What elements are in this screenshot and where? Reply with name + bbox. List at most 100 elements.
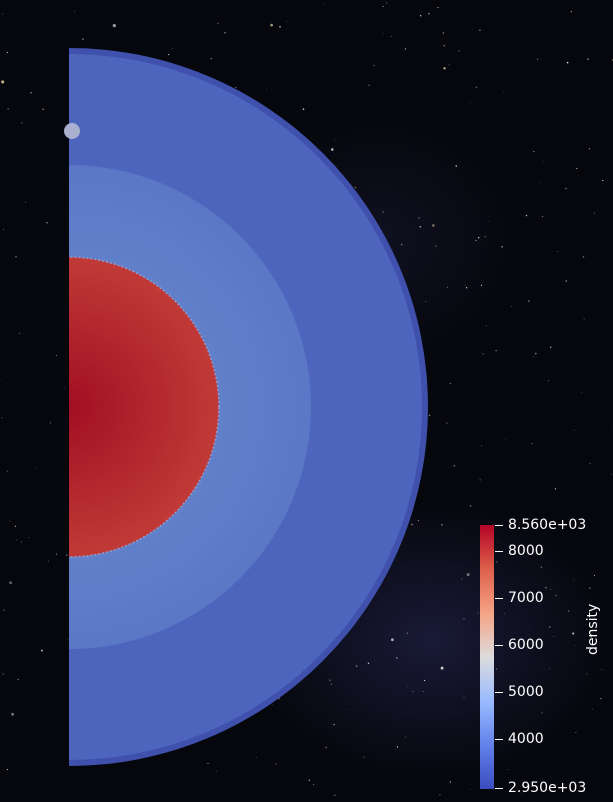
star xyxy=(210,58,212,60)
colorbar-max-tick xyxy=(495,525,503,526)
star xyxy=(46,221,48,224)
star xyxy=(439,794,441,796)
star xyxy=(440,666,444,670)
colorbar-min-label: 2.950e+03 xyxy=(508,780,587,796)
star xyxy=(550,588,552,590)
star xyxy=(275,763,277,765)
star xyxy=(6,51,8,54)
star xyxy=(435,245,437,247)
colorbar-min-tick xyxy=(495,788,503,789)
star xyxy=(485,325,487,327)
star xyxy=(55,553,58,555)
star xyxy=(363,756,365,758)
star xyxy=(6,470,8,472)
surface-marker xyxy=(64,123,80,139)
star xyxy=(549,668,551,670)
star xyxy=(555,594,557,597)
star xyxy=(333,723,335,726)
star xyxy=(428,414,431,417)
star xyxy=(48,560,49,562)
star xyxy=(565,280,568,282)
colorbar-tick-label: 6000 xyxy=(508,637,544,653)
star xyxy=(422,691,424,693)
star xyxy=(386,2,388,4)
star xyxy=(270,23,273,27)
star xyxy=(9,520,11,522)
star xyxy=(2,13,4,15)
star xyxy=(367,662,370,665)
star xyxy=(443,67,446,70)
star xyxy=(588,148,591,150)
star xyxy=(390,35,392,37)
star xyxy=(547,380,549,382)
colorbar-tick-8000 xyxy=(495,551,503,552)
star xyxy=(355,665,358,667)
star xyxy=(539,183,541,184)
star xyxy=(481,445,482,447)
star xyxy=(582,256,585,258)
star xyxy=(463,618,465,620)
star xyxy=(1,417,3,419)
star xyxy=(425,301,427,302)
star xyxy=(9,581,12,585)
star xyxy=(573,579,575,581)
star xyxy=(0,379,2,381)
star xyxy=(441,524,443,526)
star xyxy=(420,15,422,17)
star xyxy=(82,38,84,40)
star xyxy=(575,732,577,734)
star xyxy=(391,638,394,642)
star xyxy=(2,229,4,231)
star xyxy=(541,712,543,714)
star xyxy=(25,201,27,203)
star xyxy=(574,645,575,646)
star xyxy=(330,69,332,71)
star xyxy=(235,86,237,89)
star xyxy=(587,58,589,60)
colorbar-tick-7000 xyxy=(495,598,503,599)
star xyxy=(550,346,552,348)
star xyxy=(531,443,533,445)
star xyxy=(583,318,585,320)
star xyxy=(396,746,399,748)
star xyxy=(373,65,375,67)
star xyxy=(256,756,257,758)
star xyxy=(354,186,357,189)
star xyxy=(535,352,537,355)
star xyxy=(521,793,523,794)
star xyxy=(20,541,22,543)
star xyxy=(16,539,18,541)
star xyxy=(325,746,327,749)
star xyxy=(543,161,545,163)
star xyxy=(466,573,470,577)
star xyxy=(11,712,15,716)
star xyxy=(572,632,575,635)
star xyxy=(66,554,68,556)
density-colorbar: 8.560e+03 8000 7000 6000 5000 4000 2.950… xyxy=(478,518,608,796)
star xyxy=(423,679,426,682)
star xyxy=(405,736,407,738)
star xyxy=(419,225,422,228)
star xyxy=(272,704,273,705)
star xyxy=(464,284,466,286)
star xyxy=(368,84,370,86)
star xyxy=(3,609,5,611)
star xyxy=(446,286,448,288)
star xyxy=(400,243,403,246)
star xyxy=(482,353,484,355)
star xyxy=(565,187,567,190)
star xyxy=(411,523,413,526)
star xyxy=(448,64,450,66)
star xyxy=(479,29,481,31)
colorbar-tick-label: 4000 xyxy=(508,731,544,747)
star xyxy=(592,708,593,710)
star xyxy=(19,332,21,334)
star xyxy=(580,391,582,393)
star xyxy=(566,61,569,64)
star xyxy=(589,463,591,465)
star xyxy=(167,53,170,56)
star xyxy=(484,236,486,238)
star xyxy=(533,356,535,357)
